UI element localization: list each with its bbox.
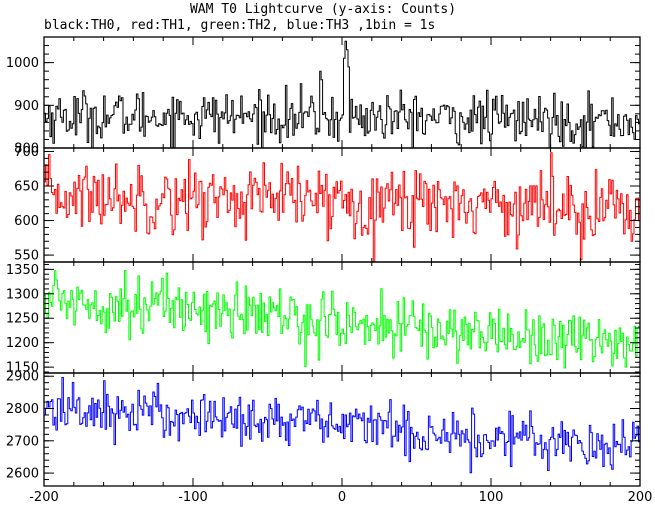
y-tick-label: 700 bbox=[14, 145, 39, 160]
x-tick-label: -100 bbox=[178, 490, 208, 505]
x-tick-label: 0 bbox=[338, 490, 346, 505]
y-tick-label: 1000 bbox=[6, 56, 39, 71]
y-tick-label: 900 bbox=[14, 99, 39, 114]
y-tick-label: 1350 bbox=[6, 263, 39, 278]
panel-th2: 1150 1200 1250 1300 1350 bbox=[6, 261, 641, 376]
y-tick-label: 550 bbox=[14, 249, 39, 264]
series-line-th3 bbox=[44, 377, 640, 474]
y-tick-label: 2600 bbox=[6, 467, 39, 482]
y-tick-label: 650 bbox=[14, 180, 39, 195]
y-tick-label: 800 bbox=[14, 142, 39, 157]
panel-th1: 550 600 650 700 bbox=[14, 145, 641, 264]
y-tick-label: 2700 bbox=[6, 434, 39, 449]
panels-group: 800 900 1000 550 600 650 700 1150 1200 1250 1300 13… bbox=[6, 36, 641, 487]
y-tick-label: 600 bbox=[14, 214, 39, 229]
x-tick-label: 100 bbox=[479, 490, 504, 505]
x-tick-label: 200 bbox=[628, 490, 653, 505]
y-tick-label: 1200 bbox=[6, 336, 39, 351]
y-tick-label: 1150 bbox=[6, 361, 39, 376]
panel-th0: 800 900 1000 bbox=[6, 36, 641, 157]
chart-title: WAM T0 Lightcurve (y-axis: Counts) bbox=[190, 2, 456, 17]
series-line-th0 bbox=[44, 40, 640, 148]
panel-th3: 2600 2700 2800 2900 bbox=[6, 370, 641, 487]
y-tick-label: 1250 bbox=[6, 312, 39, 327]
x-tick-label: -200 bbox=[29, 490, 59, 505]
series-line-th2 bbox=[44, 270, 640, 369]
x-axis: -200 -100 0 100 200 bbox=[29, 490, 652, 505]
y-tick-label: 2900 bbox=[6, 370, 39, 385]
chart-subtitle: black:TH0, red:TH1, green:TH2, blue:TH3 … bbox=[44, 18, 435, 33]
series-line-th1 bbox=[44, 152, 640, 262]
panel-frame bbox=[43, 36, 641, 149]
y-tick-label: 1300 bbox=[6, 287, 39, 302]
y-tick-label: 2800 bbox=[6, 402, 39, 417]
